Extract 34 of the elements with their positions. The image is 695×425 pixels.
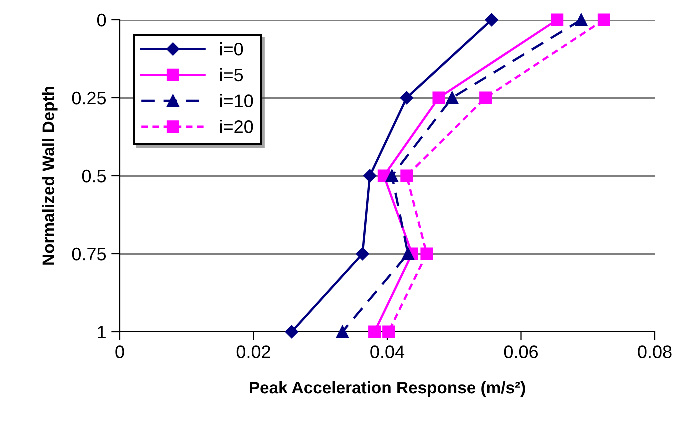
point xyxy=(446,92,459,104)
point xyxy=(598,14,610,26)
x-tick-label: 0.04 xyxy=(370,346,405,358)
point xyxy=(400,170,414,182)
point xyxy=(575,14,588,26)
legend-label: i=5 xyxy=(220,68,244,82)
x-tick-label: 0.06 xyxy=(504,346,538,358)
point xyxy=(382,326,396,338)
point xyxy=(551,14,564,26)
x-tick-label: 0.08 xyxy=(638,346,672,358)
point xyxy=(400,91,414,105)
point xyxy=(285,325,298,339)
point xyxy=(480,92,492,104)
y-tick-label: 0.25 xyxy=(72,92,106,105)
point xyxy=(485,13,498,27)
point xyxy=(420,248,434,260)
point xyxy=(368,326,382,338)
legend-label: i=10 xyxy=(220,94,254,108)
y-axis-title: Normalized Wall Depth xyxy=(42,87,58,265)
y-tick-label: 0.75 xyxy=(72,248,106,261)
point xyxy=(402,248,414,260)
y-tick-label: 0.5 xyxy=(82,170,106,183)
y-tick-label: 0 xyxy=(97,14,106,27)
y-tick-label: 1 xyxy=(98,326,106,339)
point xyxy=(386,170,398,182)
point xyxy=(356,247,370,261)
point xyxy=(432,92,446,104)
x-tick-label: 0 xyxy=(116,346,124,358)
legend-label: i=20 xyxy=(220,120,254,134)
point xyxy=(364,169,377,183)
legend-label: i=0 xyxy=(220,42,244,56)
x-axis-title: Peak Acceleration Response (m/s²) xyxy=(250,381,526,398)
x-tick-label: 0.02 xyxy=(236,346,270,358)
point xyxy=(336,326,349,338)
